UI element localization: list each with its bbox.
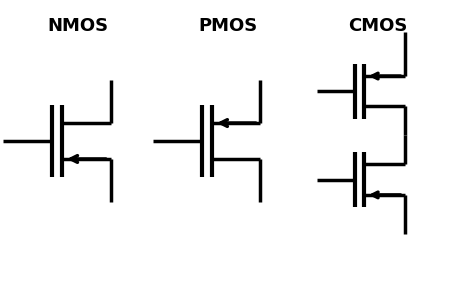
Text: CMOS: CMOS [348, 17, 407, 35]
Text: NMOS: NMOS [47, 17, 108, 35]
Text: PMOS: PMOS [198, 17, 257, 35]
